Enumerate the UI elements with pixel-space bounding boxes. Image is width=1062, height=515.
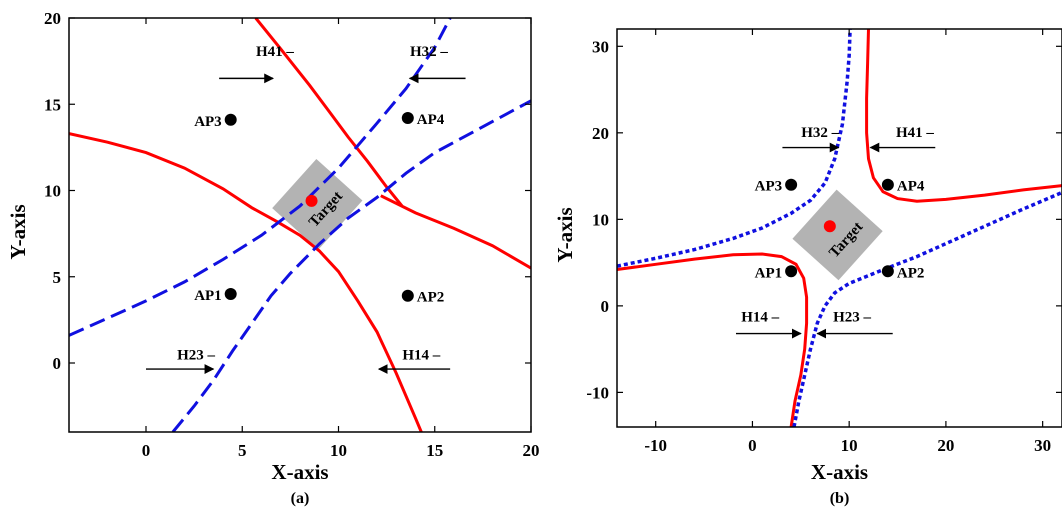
ap-label-ap3: AP3 <box>194 114 222 130</box>
ap-label-ap2: AP2 <box>897 265 925 281</box>
y-tick-label: 15 <box>44 95 61 114</box>
ap-marker-ap2 <box>882 265 894 277</box>
ap-marker-ap1 <box>225 288 237 300</box>
target-dot <box>824 220 836 232</box>
x-tick-label: 0 <box>142 441 151 460</box>
ap-marker-ap1 <box>785 265 797 277</box>
x-axis-label: X-axis <box>271 460 328 484</box>
ap-marker-ap4 <box>882 179 894 191</box>
y-axis-label: Y-axis <box>553 207 577 262</box>
ap-label-ap1: AP1 <box>194 288 222 304</box>
hyperbola-curve-blue-4 <box>173 101 531 432</box>
panel-a: Target AP3 AP4 AP1 AP2 H41 – H32 – H23 – H14 – 0 5… <box>6 9 540 507</box>
label-h23: H23 – <box>833 309 871 325</box>
target-region: Target <box>272 159 362 250</box>
x-tick-label: 5 <box>238 441 247 460</box>
label-h41: H41 – <box>256 44 294 60</box>
hyperbola-curve-red-1 <box>69 134 421 432</box>
label-h23: H23 – <box>177 348 215 364</box>
ap-label-ap2: AP2 <box>417 290 445 306</box>
y-tick-label: 30 <box>592 37 609 56</box>
y-tick-label: 20 <box>44 9 61 28</box>
x-tick-label: 30 <box>1034 436 1051 455</box>
hyperbola-curve-red-0 <box>867 29 1062 201</box>
ap-marker-ap3 <box>225 114 237 126</box>
y-tick-label: -10 <box>586 383 609 402</box>
ap-label-ap4: AP4 <box>417 112 445 128</box>
panel-label: (a) <box>291 490 310 507</box>
label-h14: H14 – <box>402 348 440 364</box>
ap-label-ap3: AP3 <box>755 179 783 195</box>
y-tick-label: 5 <box>53 268 62 287</box>
x-tick-label: 0 <box>748 436 757 455</box>
ap-label-ap1: AP1 <box>755 265 783 281</box>
ap-marker-ap2 <box>402 290 414 302</box>
label-h14: H14 – <box>741 309 779 325</box>
label-h32: H32 – <box>410 44 448 60</box>
hyperbola-curve-blue-3 <box>69 18 450 335</box>
ap-marker-ap4 <box>402 112 414 124</box>
x-tick-label: 20 <box>523 441 540 460</box>
x-tick-label: 10 <box>841 436 858 455</box>
y-axis-label: Y-axis <box>6 204 30 259</box>
target-box <box>272 159 362 250</box>
label-h32: H32 – <box>801 125 839 141</box>
y-tick-label: 10 <box>44 182 61 201</box>
panel-label: (b) <box>830 490 850 507</box>
y-tick-label: 20 <box>592 124 609 143</box>
y-tick-label: 10 <box>592 210 609 229</box>
target-dot <box>306 195 318 207</box>
ap-label-ap4: AP4 <box>897 179 925 195</box>
target-region: Target <box>792 190 882 281</box>
hyperbola-curve-red-2 <box>381 196 531 268</box>
target-box <box>792 190 882 281</box>
x-tick-label: 20 <box>937 436 954 455</box>
label-h41: H41 – <box>896 125 934 141</box>
y-tick-label: 0 <box>601 297 610 316</box>
x-tick-label: -10 <box>644 436 667 455</box>
x-tick-label: 10 <box>330 441 347 460</box>
panel-b: Target AP3 AP4 AP1 AP2 H32 – H41 – H14 – H23 – -1… <box>553 29 1062 507</box>
x-axis-label: X-axis <box>811 460 868 484</box>
x-tick-label: 15 <box>426 441 443 460</box>
y-tick-label: 0 <box>53 354 62 373</box>
ap-marker-ap3 <box>785 179 797 191</box>
